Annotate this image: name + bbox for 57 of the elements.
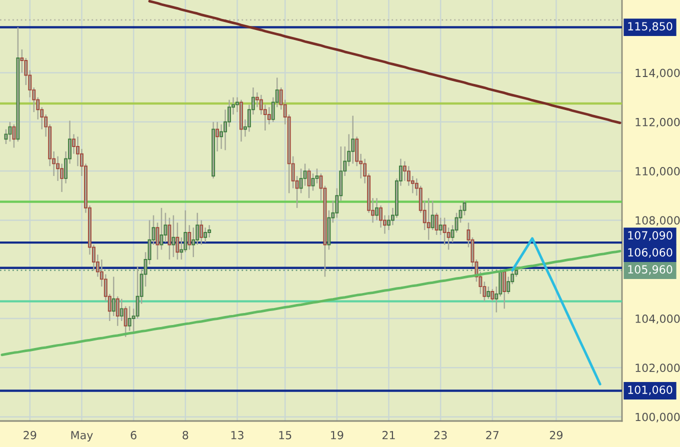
y-tick-label: 114,000	[636, 68, 680, 78]
legend-label: 106,060	[628, 248, 672, 258]
x-tick-label: 29	[24, 430, 36, 440]
candlestick	[156, 222, 160, 260]
candlestick	[128, 306, 132, 332]
ref-line-label: 101,060	[628, 386, 672, 396]
candlestick	[4, 128, 8, 145]
candlestick	[351, 115, 355, 164]
line-series	[511, 237, 602, 386]
candlestick	[172, 214, 176, 258]
candlestick	[303, 163, 307, 186]
candlestick	[188, 224, 192, 250]
x-tick-label: 19	[331, 430, 344, 440]
x-tick-label: 21	[382, 430, 395, 440]
candlestick	[438, 217, 442, 236]
candlestick	[426, 197, 430, 240]
line-series	[0, 250, 622, 356]
candlestick	[136, 266, 140, 320]
candlestick	[200, 220, 204, 246]
x-tick-label: 27	[486, 430, 499, 440]
candlestick	[430, 200, 434, 231]
candlestick	[490, 288, 494, 302]
ref-line-label: 105,960	[628, 265, 672, 275]
x-tick-label: 15	[279, 431, 292, 440]
x-tick-label: 8	[182, 430, 188, 440]
candlestick	[486, 286, 490, 300]
y-tick-label: 100,000	[636, 412, 680, 422]
candlestick	[434, 212, 438, 236]
candlestick	[462, 200, 466, 216]
candlestick	[299, 168, 303, 194]
candlestick	[502, 268, 506, 310]
y-tick-label: 112,000	[636, 118, 680, 128]
candlestick	[402, 160, 406, 182]
candlestick	[208, 224, 212, 238]
line-series	[148, 0, 622, 124]
candlestick	[307, 168, 311, 199]
x-tick-label: 13	[231, 430, 244, 440]
ref-line-label: 107,090	[628, 231, 672, 241]
y-tick-label: 108,000	[636, 216, 680, 226]
y-tick-label: 110,000	[636, 167, 680, 177]
candlestick	[124, 306, 128, 338]
candlestick	[204, 226, 208, 243]
candlestick	[375, 197, 379, 221]
ref-line-label: 115,850	[628, 22, 672, 32]
candlestick	[168, 217, 172, 260]
candlestick	[446, 226, 450, 250]
candlestick	[112, 276, 116, 317]
candlestick	[160, 207, 164, 250]
x-tick-label: 6	[130, 430, 136, 440]
candlestick	[8, 121, 12, 142]
y-tick-label: 102,000	[636, 364, 680, 374]
x-tick-label: 23	[434, 430, 447, 440]
x-tick-label: May	[71, 431, 93, 442]
candlestick	[442, 217, 446, 246]
x-tick-label: 29	[550, 430, 562, 440]
y-tick-label: 104,000	[636, 314, 680, 324]
candlestick	[311, 172, 315, 192]
